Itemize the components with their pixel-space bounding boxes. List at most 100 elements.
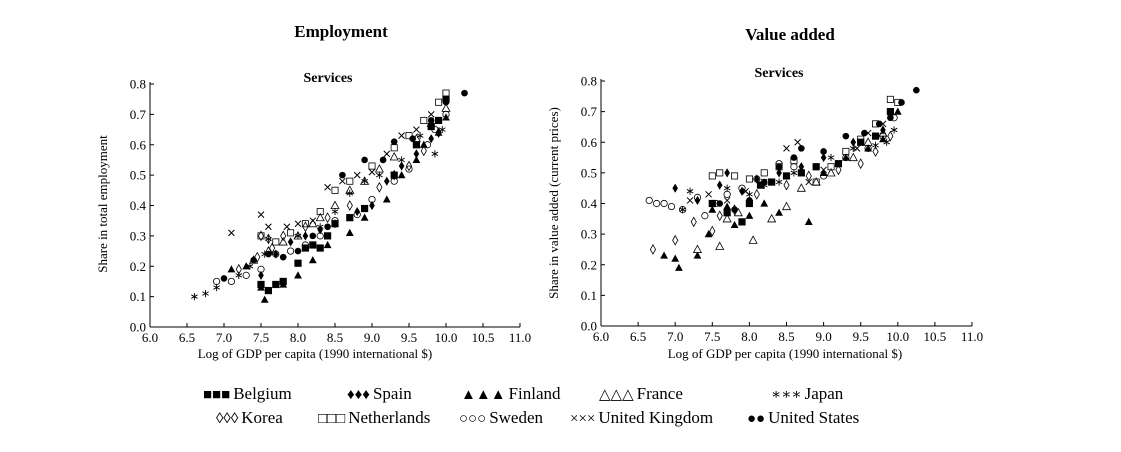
value-added-point-belgium	[871, 132, 880, 140]
value-added-point-uk	[686, 197, 694, 204]
value-added-point-japan	[708, 199, 716, 208]
value-added-point-us	[820, 148, 827, 155]
legend-symbol-netherlands: □□□	[318, 411, 345, 427]
employment-point-france	[315, 212, 325, 222]
employment-point-korea	[346, 200, 353, 211]
value-added-point-sweden	[693, 193, 702, 201]
value-added-point-spain	[798, 162, 805, 172]
legend-symbol-korea: ◊◊◊	[216, 411, 239, 427]
employment-point-sweden	[442, 110, 450, 118]
value-added-point-sweden	[679, 206, 687, 214]
legend-item-belgium: ■■■ Belgium	[203, 384, 292, 403]
employment-point-sweden	[368, 195, 376, 204]
legend-label-sweden: Sweden	[489, 408, 543, 427]
employment-point-finland	[260, 295, 269, 303]
employment-point-sweden	[272, 250, 280, 258]
value-added-x-tick-label: 6.0	[593, 329, 609, 344]
employment-title: Employment	[294, 22, 388, 41]
legend-symbol-belgium: ■■■	[203, 387, 230, 403]
value-added-point-sweden	[645, 196, 653, 205]
value-added-point-netherlands	[708, 172, 716, 180]
value-added-y-axis-label: Share in value added (current prices)	[546, 107, 561, 299]
employment-point-belgium	[390, 171, 398, 179]
employment-y-tick-label: 0.4	[130, 198, 147, 213]
employment-point-korea	[280, 230, 287, 242]
value-added-x-tick-label: 7.0	[667, 329, 683, 344]
employment-x-tick-label: 10.5	[472, 330, 495, 345]
value-added-point-sweden	[879, 132, 887, 140]
employment-point-france	[278, 237, 288, 246]
employment-x-axis-label: Log of GDP per capita (1990 internationa…	[198, 346, 433, 361]
value-added-point-netherlands	[827, 163, 835, 171]
value-added-point-us	[760, 178, 768, 186]
employment-point-finland	[382, 195, 391, 203]
employment-point-korea	[302, 221, 309, 233]
legend-item-france: △△△ France	[599, 384, 683, 403]
value-added-x-tick-label: 10.5	[924, 329, 947, 344]
legend-item-us: ●● United States	[747, 408, 859, 427]
employment-x-tick-label: 9.5	[401, 330, 417, 345]
legend-item-spain: ♦♦♦ Spain	[347, 384, 412, 403]
value-added-point-us	[731, 206, 738, 213]
employment-point-japan	[361, 177, 368, 185]
value-added-point-japan	[723, 184, 731, 192]
employment-point-netherlands	[442, 89, 450, 97]
employment-x-tick-label: 6.0	[142, 330, 158, 345]
value-added-points	[645, 86, 920, 271]
employment-point-uk	[228, 229, 235, 237]
value-added-point-netherlands	[886, 95, 894, 103]
employment-point-netherlands	[346, 177, 354, 185]
employment-point-finland	[257, 283, 265, 291]
value-added-point-us	[746, 197, 753, 204]
employment-point-netherlands	[368, 162, 376, 170]
employment-point-korea	[420, 145, 427, 157]
value-added-point-sweden	[653, 199, 661, 208]
value-added-point-finland	[864, 144, 873, 152]
legend-symbol-uk: ×××	[570, 411, 595, 427]
value-added-point-uk	[742, 187, 750, 195]
employment-point-belgium	[294, 259, 302, 267]
employment-x-tick-label: 7.0	[216, 330, 232, 345]
employment-point-spain	[273, 249, 279, 259]
value-added-point-finland	[745, 211, 754, 219]
employment-point-uk	[398, 132, 405, 139]
employment-point-korea	[391, 169, 398, 181]
employment-x-tick-label: 9.0	[364, 330, 380, 345]
employment-point-belgium	[412, 141, 420, 149]
employment-point-spain	[413, 149, 420, 159]
value-added-point-japan	[883, 138, 891, 146]
value-added-point-sweden	[723, 190, 731, 198]
employment-point-japan	[346, 189, 354, 197]
employment-point-netherlands	[390, 144, 398, 152]
legend-label-netherlands: Netherlands	[348, 408, 430, 427]
employment-point-finland	[323, 240, 332, 249]
value-added-point-finland	[760, 199, 769, 207]
value-added-point-finland	[893, 107, 902, 115]
employment-point-uk	[324, 183, 331, 191]
value-added-point-us	[861, 129, 868, 137]
value-added-point-france	[826, 167, 836, 177]
value-added-point-france	[692, 244, 703, 253]
employment-point-us	[461, 89, 468, 97]
value-added-point-france	[748, 235, 758, 244]
employment-point-uk	[309, 217, 317, 225]
legend-symbol-spain: ♦♦♦	[347, 387, 370, 403]
value-added-point-korea	[805, 170, 812, 182]
employment-point-us	[442, 98, 450, 106]
value-added-point-korea	[872, 146, 879, 157]
value-added-point-belgium	[797, 169, 805, 177]
value-added-point-korea	[709, 225, 716, 237]
employment-point-sweden	[301, 241, 309, 249]
legend-label-spain: Spain	[373, 384, 412, 403]
value-added-point-us	[790, 154, 798, 161]
value-added-point-korea	[649, 244, 656, 255]
value-added-point-japan	[775, 178, 783, 186]
value-added-y-tick-label: 0.0	[581, 319, 597, 334]
value-added-point-japan	[890, 126, 898, 134]
employment-y-tick-label: 0.7	[130, 107, 147, 122]
legend-label-japan: Japan	[805, 384, 844, 403]
value-added-point-belgium	[782, 172, 791, 180]
employment-point-us	[324, 223, 331, 231]
employment-x-tick-label: 6.5	[179, 330, 195, 345]
